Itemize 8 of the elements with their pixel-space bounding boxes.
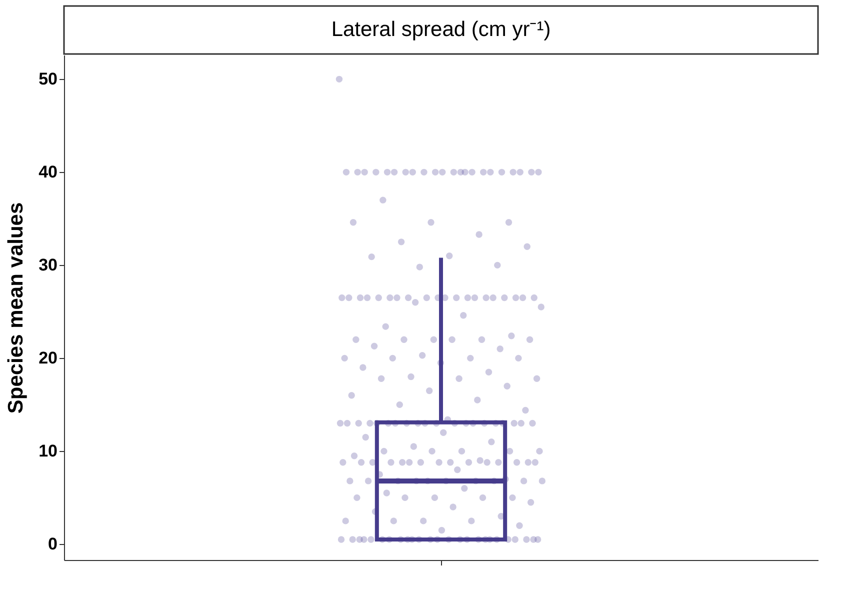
- chart-title: Lateral spread (cm yr⁻¹): [331, 18, 551, 41]
- y-tick-label: 50: [38, 70, 58, 89]
- y-axis-title: Species mean values: [4, 202, 28, 414]
- y-tick-label: 10: [38, 442, 58, 461]
- y-tick-label: 40: [38, 162, 58, 182]
- y-tick-label: 20: [38, 348, 58, 368]
- y-tick-label: 0: [48, 534, 58, 554]
- y-tick-label: 30: [38, 256, 58, 275]
